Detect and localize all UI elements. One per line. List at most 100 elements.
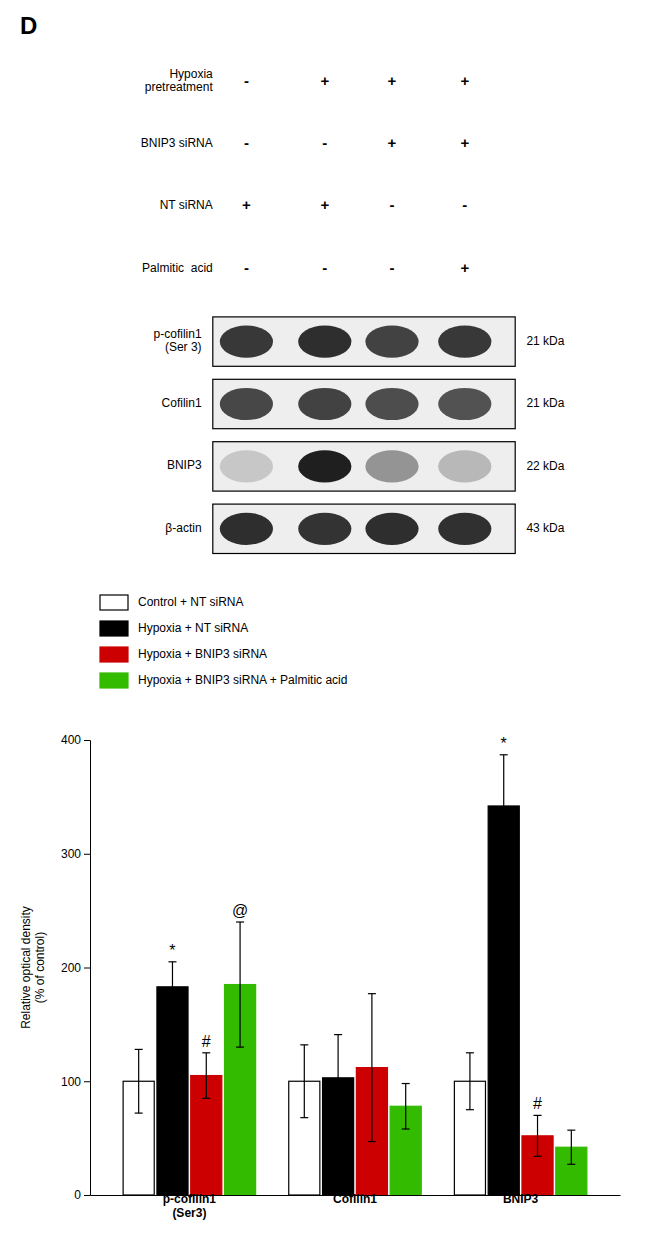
error-cap [567,1130,575,1131]
annotation: * [169,942,175,959]
condition-sign: - [244,259,249,276]
error-cap [135,1112,143,1113]
legend-label: Control + NT siRNA [138,595,243,609]
condition-sign: + [388,72,397,89]
tick: 0 [74,1188,90,1202]
blot-band [298,513,351,545]
blot-panel: DHypoxiapretreatmentBNIP3 siRNANT siRNAP… [20,12,565,554]
kda-label: 21 kDa [526,334,564,348]
blot-band [438,325,491,357]
legend-label: Hypoxia + BNIP3 siRNA + Palmitic acid [138,673,347,687]
tick-mark [84,740,90,741]
legend-swatch [100,595,128,610]
tick-label: 0 [74,1188,81,1202]
blot-band [298,450,351,482]
error-cap [500,754,508,755]
error-bar [537,1115,538,1156]
legend: Control + NT siRNAHypoxia + NT siRNAHypo… [100,595,347,688]
bar [488,806,519,1195]
tick-label: Cofilin1 [333,1192,377,1206]
error-cap [466,1109,474,1110]
blot-band [365,388,418,420]
tick: BNIP3 [503,1192,539,1206]
legend-item: Hypoxia + BNIP3 siRNA + Palmitic acid [100,673,347,688]
blot-band [365,325,418,357]
condition-sign: - [390,196,395,213]
tick: 400 [61,733,90,747]
error-cap [466,1052,474,1053]
protein-label: BNIP3 [167,459,202,473]
condition-label: Palmitic acid [142,261,213,275]
annotation: # [202,1033,211,1050]
annotation: * [501,735,507,752]
legend-item: Control + NT siRNA [100,595,243,610]
condition-label: Hypoxiapretreatment [145,67,214,94]
tick-mark [84,968,90,969]
kda-label: 21 kDa [526,396,564,410]
tick-mark [84,1081,90,1082]
protein-label: Cofilin1 [162,396,202,410]
tick-label: BNIP3 [503,1192,539,1206]
blot-band [220,450,273,482]
error-bar [239,922,240,1047]
legend-label: Hypoxia + BNIP3 siRNA [138,647,267,661]
legend-swatch [100,673,128,688]
condition-sign: + [460,259,469,276]
condition-label: NT siRNA [160,199,213,213]
tick: 100 [61,1075,90,1089]
tick-label: 300 [61,847,81,861]
error-bar [571,1130,572,1164]
error-cap [534,1115,542,1116]
protein-label: β-actin [165,521,201,535]
error-cap [168,961,176,962]
x-axis: p-cofilin1(Ser3) Cofilin1 BNIP3 [91,1192,621,1220]
bar [157,987,188,1195]
error-bar [206,1053,207,1099]
blot-band [298,388,351,420]
chart: DHypoxiapretreatmentBNIP3 siRNANT siRNAP… [0,0,650,1260]
error-cap [236,921,244,922]
blot-band [438,513,491,545]
error-cap [135,1049,143,1050]
condition-sign: + [460,72,469,89]
tick-label: p-cofilin1(Ser3) [163,1192,217,1220]
condition-sign: + [320,196,329,213]
error-bar [337,1035,338,1121]
error-bar [371,994,372,1142]
condition-sign: + [388,134,397,151]
error-cap [567,1164,575,1165]
error-bar [304,1045,305,1118]
condition-sign: - [322,259,327,276]
axis-line [84,741,91,1196]
legend-item: Hypoxia + BNIP3 siRNA [100,647,267,662]
error-cap [334,1120,342,1121]
blot-box [213,317,515,366]
protein-label: p-cofilin1(Ser 3) [154,327,202,354]
blot-band [365,450,418,482]
y-axis: 0 100 200 300 400 [61,733,91,1202]
error-bar [503,755,504,857]
tick: 300 [61,847,90,861]
condition-sign: + [320,72,329,89]
error-cap [368,993,376,994]
blot-band [220,513,273,545]
annotation: @ [232,902,248,919]
error-cap [334,1034,342,1035]
tick: p-cofilin1(Ser3) [163,1192,217,1220]
blot-box [213,379,515,428]
error-bar [172,962,173,1012]
blot-band [298,325,351,357]
tick-label: 200 [61,961,81,975]
error-cap [202,1052,210,1053]
kda-label: 22 kDa [526,459,564,473]
condition-sign: - [244,72,249,89]
legend-swatch [100,621,128,636]
tick-label: 100 [61,1075,81,1089]
blot-band [220,388,273,420]
error-cap [534,1156,542,1157]
tick-label: 400 [61,733,81,747]
panel-label: D [20,12,37,39]
blot-band [438,388,491,420]
condition-sign: + [460,134,469,151]
condition-sign: - [244,134,249,151]
